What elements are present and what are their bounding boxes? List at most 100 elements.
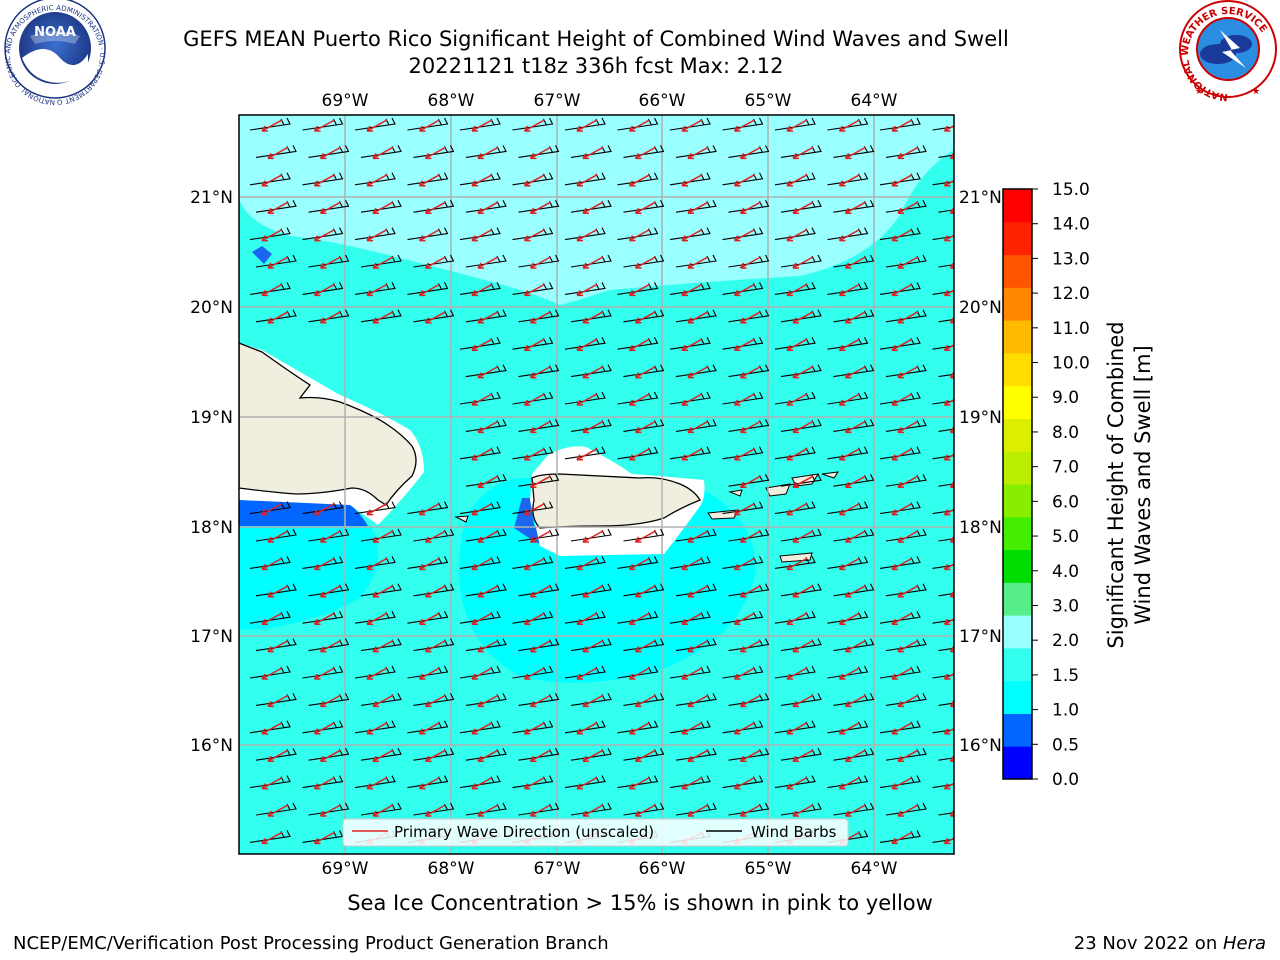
wave-direction-arrow — [943, 289, 954, 297]
wave-direction-arrow — [471, 174, 493, 187]
wave-direction-arrow — [523, 228, 545, 242]
wave-direction-arrow — [786, 557, 808, 571]
wave-direction-arrow — [681, 393, 703, 406]
wave-direction-arrow — [681, 667, 703, 680]
wave-direction-arrow — [739, 420, 761, 434]
colorbar-tick-label: 6.0 — [1052, 492, 1079, 512]
colorbar-segment — [1003, 549, 1032, 583]
wave-direction-arrow — [477, 365, 499, 379]
wave-direction-arrow — [733, 448, 755, 461]
lon-label-bottom: 68°W — [428, 859, 475, 879]
wave-direction-arrow — [471, 776, 493, 790]
lat-label-right: 20°N — [959, 298, 1002, 318]
wave-arrows-and-barbs — [249, 117, 954, 845]
wave-direction-arrow — [418, 174, 440, 187]
wave-direction-arrow — [471, 448, 493, 461]
wave-direction-arrow — [319, 804, 341, 817]
wave-direction-arrow — [319, 256, 341, 269]
wave-direction-arrow — [267, 585, 289, 598]
wave-direction-arrow — [471, 228, 493, 242]
wave-direction-arrow — [418, 776, 440, 790]
wave-direction-arrow — [477, 804, 499, 817]
footer-org: NCEP/EMC/Verification Post Processing Pr… — [13, 933, 609, 954]
svg-text:★: ★ — [1195, 87, 1203, 97]
wave-direction-arrow — [844, 201, 866, 214]
wave-direction-arrow — [838, 502, 860, 516]
wave-direction-arrow — [529, 639, 551, 653]
wave-direction-arrow — [267, 530, 289, 543]
wave-direction-arrow — [792, 146, 814, 160]
wave-direction-arrow — [838, 174, 860, 187]
colorbar-tick-label: 12.0 — [1052, 284, 1090, 304]
wave-direction-arrow — [261, 831, 283, 845]
wave-direction-arrow — [529, 585, 551, 598]
wave-direction-arrow — [319, 694, 341, 708]
wave-direction-arrow — [628, 393, 650, 406]
wave-direction-arrow — [582, 639, 604, 653]
wave-direction-arrow — [628, 557, 650, 571]
nws-logo-icon: NATIONAL WEATHER SERVICE ★ ★ — [1179, 0, 1277, 102]
wave-direction-arrow — [687, 420, 709, 434]
wave-direction-arrow — [372, 311, 394, 324]
colorbar-tick-label: 0.5 — [1052, 735, 1079, 755]
wave-direction-arrow — [523, 502, 545, 516]
wave-direction-arrow — [471, 557, 493, 571]
wave-direction-arrow — [733, 283, 755, 297]
wave-direction-arrow — [838, 557, 860, 571]
wave-direction-arrow — [733, 228, 755, 242]
wave-direction-arrow — [576, 448, 598, 461]
wave-direction-arrow — [267, 694, 289, 708]
wave-direction-arrow — [477, 694, 499, 708]
wave-direction-arrow — [267, 804, 289, 817]
wave-direction-arrow — [681, 228, 703, 242]
wave-direction-arrow — [261, 776, 283, 790]
wave-direction-arrow — [372, 256, 394, 269]
colorbar-segment — [1003, 647, 1032, 682]
wave-direction-arrow — [576, 722, 598, 735]
colorbar-tick-label: 13.0 — [1052, 249, 1090, 269]
colorbar-segment — [1003, 418, 1032, 452]
wave-direction-arrow — [733, 776, 755, 790]
wave-direction-arrow — [792, 585, 814, 598]
wave-field-spot-nw — [252, 246, 272, 264]
lat-label-left: 19°N — [190, 408, 233, 428]
wave-direction-arrow — [372, 585, 394, 598]
wave-direction-arrow — [529, 365, 551, 379]
wave-direction-arrow — [313, 502, 335, 516]
wave-direction-arrow — [313, 776, 335, 790]
colorbar-label-line2: Wind Waves and Swell [m] — [1131, 345, 1155, 625]
wave-field-1.0-1.5-west — [239, 525, 378, 630]
wave-direction-arrow — [681, 338, 703, 351]
lon-label-bottom: 67°W — [534, 859, 581, 879]
wave-direction-arrow — [471, 612, 493, 625]
wave-direction-arrow — [628, 228, 650, 242]
wave-direction-arrow — [418, 722, 440, 735]
wave-direction-arrow — [786, 338, 808, 351]
wave-direction-arrow — [739, 804, 761, 817]
wave-direction-arrow — [313, 283, 335, 297]
wave-direction-arrow — [576, 119, 598, 132]
colorbar-tick-label: 8.0 — [1052, 423, 1079, 443]
wave-direction-arrow — [687, 365, 709, 379]
wave-direction-arrow — [529, 749, 551, 762]
wave-direction-arrow — [943, 672, 954, 680]
wave-direction-arrow — [733, 393, 755, 406]
wave-direction-arrow — [733, 119, 755, 132]
wave-direction-arrow — [943, 344, 954, 351]
wave-direction-arrow — [372, 694, 394, 708]
lon-label-bottom: 64°W — [851, 859, 898, 879]
wave-direction-arrow — [261, 119, 283, 132]
wave-direction-arrow — [319, 639, 341, 653]
wave-direction-arrow — [628, 722, 650, 735]
wave-direction-arrow — [471, 338, 493, 351]
colorbar-segment — [1003, 221, 1032, 256]
wave-direction-arrow — [786, 612, 808, 625]
wave-direction-arrow — [523, 776, 545, 790]
wave-direction-arrow — [634, 749, 656, 762]
wave-direction-arrow — [628, 174, 650, 187]
wave-direction-arrow — [838, 338, 860, 351]
wave-direction-arrow — [891, 667, 913, 680]
lat-label-right: 17°N — [959, 627, 1002, 647]
wave-direction-arrow — [739, 749, 761, 762]
wave-direction-arrow — [897, 804, 919, 817]
